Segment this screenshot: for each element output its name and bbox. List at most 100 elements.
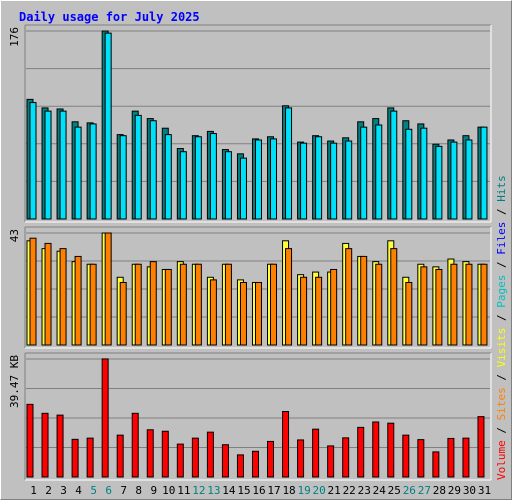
bar-volume-day-9 — [146, 429, 154, 478]
x-tick-label: 18 — [282, 484, 295, 497]
bar-volume-day-25 — [387, 422, 395, 478]
bar-files-day-9 — [149, 120, 157, 220]
panel-volume: 39.47 KB — [8, 352, 492, 481]
x-axis-day-labels: 1 2 3 4 5 6 7 8 9 10 11 12 13 14 15 16 17 18 19 20 21 22 23 24 2… — [30, 484, 491, 497]
x-tick-label: 24 — [373, 484, 387, 497]
chart-panels: 176 43 39.47 KB — [8, 24, 492, 481]
x-tick-label: 15 — [237, 484, 250, 497]
panel-hits-files: 176 — [8, 24, 492, 223]
bar-sites-day-18 — [285, 248, 293, 346]
bar-files-day-17 — [270, 138, 278, 220]
legend-separator: / — [495, 420, 508, 440]
bar-sites-day-21 — [330, 268, 338, 346]
bar-files-day-7 — [119, 135, 127, 220]
bar-volume-day-11 — [176, 443, 184, 478]
x-tick-label: 16 — [252, 484, 265, 497]
axis-max-label: 39.47 KB — [8, 355, 21, 408]
bar-files-day-12 — [194, 136, 202, 220]
legend-item-files: Files — [495, 222, 508, 255]
x-tick-label: 6 — [105, 484, 112, 497]
bar-volume-day-26 — [402, 434, 410, 478]
legend-item-sites: Sites — [495, 387, 508, 420]
bar-sites-day-23 — [360, 255, 368, 346]
bar-volume-day-8 — [131, 412, 139, 478]
bar-files-day-15 — [239, 157, 247, 220]
bar-files-day-10 — [164, 134, 172, 220]
x-tick-label: 30 — [463, 484, 476, 497]
x-tick-label: 21 — [328, 484, 341, 497]
bar-files-day-26 — [405, 128, 413, 220]
bar-files-day-30 — [465, 139, 473, 220]
bar-volume-day-30 — [462, 437, 470, 478]
x-tick-label: 13 — [207, 484, 220, 497]
legend-separator: / — [495, 367, 508, 387]
chart-title: Daily usage for July 2025 — [19, 10, 200, 24]
bar-sites-day-12 — [194, 263, 202, 346]
bar-files-day-5 — [89, 123, 97, 220]
x-tick-label: 10 — [162, 484, 175, 497]
bar-sites-day-19 — [300, 276, 308, 346]
x-tick-label: 12 — [192, 484, 205, 497]
bar-files-day-6 — [104, 32, 112, 220]
bar-sites-day-13 — [209, 279, 217, 346]
legend-item-hits: Hits — [495, 175, 508, 202]
bar-sites-day-30 — [465, 263, 473, 346]
bar-sites-day-15 — [239, 281, 247, 346]
bar-files-day-14 — [224, 151, 232, 220]
x-tick-label: 29 — [448, 484, 461, 497]
x-tick-label: 8 — [135, 484, 142, 497]
bar-sites-day-7 — [119, 281, 127, 346]
axis-max-label: 43 — [8, 229, 21, 242]
bar-volume-day-6 — [101, 358, 109, 478]
bar-sites-day-27 — [420, 266, 428, 346]
x-tick-label: 9 — [150, 484, 157, 497]
axis-max-label: 176 — [8, 27, 21, 47]
panel-pages-visits: 43 — [8, 226, 492, 349]
bar-sites-day-22 — [345, 248, 353, 346]
x-tick-label: 25 — [388, 484, 401, 497]
bar-volume-day-14 — [221, 444, 229, 478]
bar-sites-day-29 — [450, 263, 458, 346]
bar-sites-day-24 — [375, 263, 383, 346]
bar-sites-day-31 — [480, 263, 488, 346]
chart-legend: Volume / Sites / Visits / Pages / Files … — [495, 175, 508, 480]
bar-files-day-3 — [59, 110, 67, 220]
x-tick-label: 28 — [433, 484, 446, 497]
bar-sites-day-3 — [59, 248, 67, 346]
bar-files-day-22 — [345, 140, 353, 220]
bar-sites-day-4 — [74, 255, 82, 346]
bar-files-day-20 — [315, 136, 323, 220]
bar-files-day-28 — [435, 145, 443, 220]
legend-text: Volume / Sites / Visits / Pages / Files … — [495, 175, 508, 480]
bar-files-day-13 — [209, 133, 217, 220]
bar-sites-day-5 — [89, 263, 97, 346]
bar-sites-day-6 — [104, 232, 112, 346]
bar-volume-day-19 — [297, 439, 305, 478]
bar-volume-day-4 — [71, 438, 79, 478]
bar-volume-day-20 — [312, 428, 320, 478]
bar-sites-day-20 — [315, 276, 323, 346]
bar-volume-day-18 — [282, 411, 290, 478]
bar-sites-day-2 — [44, 242, 52, 346]
bar-sites-day-17 — [270, 263, 278, 346]
bar-files-day-1 — [29, 102, 37, 220]
bar-volume-day-24 — [372, 421, 380, 478]
bar-volume-day-27 — [417, 439, 425, 478]
bar-sites-day-28 — [435, 268, 443, 346]
x-tick-label: 19 — [297, 484, 310, 497]
x-tick-label: 14 — [222, 484, 236, 497]
bar-volume-day-22 — [342, 437, 350, 478]
bar-volume-day-12 — [191, 437, 199, 478]
bar-files-day-11 — [179, 151, 187, 220]
x-tick-label: 2 — [45, 484, 52, 497]
bar-volume-day-3 — [56, 414, 64, 478]
x-tick-label: 31 — [478, 484, 491, 497]
bar-sites-day-25 — [390, 248, 398, 346]
legend-item-visits: Visits — [495, 328, 508, 368]
legend-separator: / — [495, 308, 508, 328]
legend-item-volume: Volume — [495, 440, 508, 480]
x-tick-label: 27 — [418, 484, 431, 497]
bar-volume-day-1 — [26, 403, 34, 478]
